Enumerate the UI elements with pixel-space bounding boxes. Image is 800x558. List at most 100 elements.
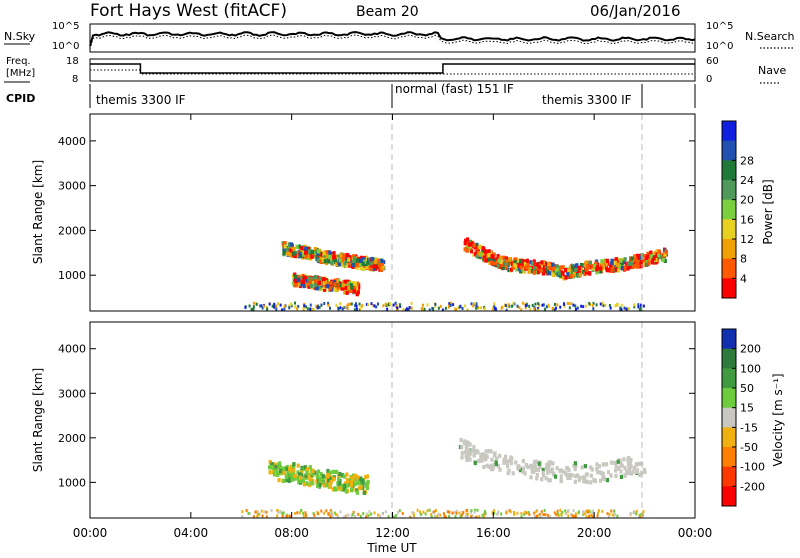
heatmap-cell (506, 470, 510, 476)
heatmap-cell (557, 266, 561, 271)
heatmap-cell (491, 255, 495, 260)
colorbar-tick-label: 28 (740, 154, 754, 167)
ground-scatter-cell (423, 307, 426, 311)
heatmap-cell (375, 265, 379, 270)
heatmap-cell (496, 264, 500, 269)
ground-scatter-cell (430, 515, 433, 518)
heatmap-cell (576, 473, 580, 478)
heatmap-cell (526, 262, 530, 267)
heatmap-cell (593, 478, 597, 483)
ground-scatter-cell (430, 512, 433, 516)
ground-scatter-cell (466, 308, 469, 311)
nave-tick-low: 0 (706, 74, 712, 85)
heatmap-cell (599, 478, 603, 483)
heatmap-cell (498, 467, 502, 472)
ground-scatter-cell (602, 304, 605, 308)
heatmap-cell (333, 487, 337, 492)
ground-scatter-cell (553, 302, 556, 306)
heatmap-cell (600, 259, 604, 264)
ground-scatter-cell (523, 512, 526, 516)
heatmap-cell (649, 254, 653, 259)
heatmap-cell (645, 255, 649, 261)
ground-scatter-cell (304, 305, 307, 309)
colorbar-tick-label: -15 (740, 421, 758, 434)
ground-scatter-cell (404, 308, 407, 311)
heatmap-cell (302, 482, 307, 487)
colorbar-tick-label: 15 (740, 402, 754, 415)
ground-scatter-cell (504, 303, 507, 307)
heatmap-cell (279, 469, 283, 474)
heatmap-cell (317, 249, 321, 254)
heatmap-cell (636, 255, 640, 260)
ground-scatter-cell (290, 304, 293, 308)
ground-scatter-cell (439, 304, 442, 308)
heatmap-cell (541, 260, 546, 266)
ground-scatter-cell (437, 512, 440, 516)
heatmap-cell (518, 468, 523, 473)
heatmap-cell (504, 265, 509, 270)
ground-scatter-cell (582, 305, 585, 309)
heatmap-cell (292, 468, 296, 473)
heatmap-cell (530, 261, 535, 266)
heatmap-cell (356, 478, 361, 483)
heatmap-cell (620, 263, 624, 268)
heatmap-cell (309, 477, 313, 482)
heatmap-cell (321, 473, 325, 479)
heatmap-cell (637, 260, 641, 266)
ground-scatter-cell (283, 307, 286, 311)
ground-scatter-cell (357, 512, 360, 516)
heatmap-cell (374, 257, 379, 262)
heatmap-cell (268, 465, 272, 470)
heatmap-cell (519, 259, 523, 264)
heatmap-cell (328, 281, 333, 286)
colorbar-frame (721, 328, 737, 507)
ground-scatter-cell (642, 509, 645, 513)
heatmap-cell (565, 465, 569, 471)
heatmap-cell (305, 481, 309, 486)
heatmap-cell (293, 280, 298, 286)
heatmap-cell (566, 475, 570, 480)
ground-scatter-cell (373, 511, 376, 515)
ground-scatter-cell (396, 306, 399, 310)
heatmap-cell (646, 251, 650, 256)
heatmap-cell (495, 257, 499, 262)
ground-scatter-cell (481, 513, 484, 517)
ground-scatter-cell (384, 302, 387, 306)
ground-scatter-cell (472, 304, 475, 308)
ground-scatter-cell (591, 512, 594, 516)
ground-scatter-cell (325, 509, 328, 513)
ground-scatter-cell (507, 303, 510, 307)
ground-scatter-cell (276, 514, 279, 518)
heatmap-cell (557, 271, 561, 276)
ground-scatter-cell (635, 509, 638, 513)
heatmap-cell (347, 260, 351, 265)
ground-scatter-cell (497, 510, 500, 514)
x-axis-label: Time UT (366, 541, 417, 554)
heatmap-cell (375, 262, 379, 267)
heatmap-cell (287, 466, 292, 472)
heatmap-cell (285, 474, 289, 480)
ground-scatter-cell (260, 509, 263, 513)
heatmap-cell (351, 475, 355, 480)
heatmap-cell (620, 265, 624, 271)
heatmap-cell (483, 248, 487, 254)
heatmap-cell (307, 246, 311, 252)
heatmap-cell (315, 286, 319, 291)
ground-scatter-cell (570, 302, 573, 306)
heatmap-cell (316, 469, 321, 474)
ground-scatter-cell (508, 509, 511, 513)
heatmap-cell (521, 258, 525, 264)
ground-scatter-cell (633, 511, 636, 515)
heatmap-cell (542, 473, 546, 478)
ground-scatter-cell (426, 509, 429, 513)
nsearch-tick-low: 10^0 (706, 41, 733, 52)
nave-line (90, 69, 695, 75)
ground-scatter-cell (455, 511, 458, 515)
colorbar-tick-label: 100 (740, 362, 761, 375)
heatmap-cell (632, 465, 637, 471)
heatmap-cell (604, 266, 609, 271)
heatmap-cell (350, 285, 354, 290)
ground-scatter-cell (608, 514, 611, 518)
ground-scatter-cell (443, 514, 446, 518)
ground-scatter-cell (470, 510, 473, 514)
